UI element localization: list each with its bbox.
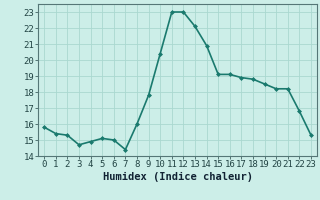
X-axis label: Humidex (Indice chaleur): Humidex (Indice chaleur): [103, 172, 252, 182]
